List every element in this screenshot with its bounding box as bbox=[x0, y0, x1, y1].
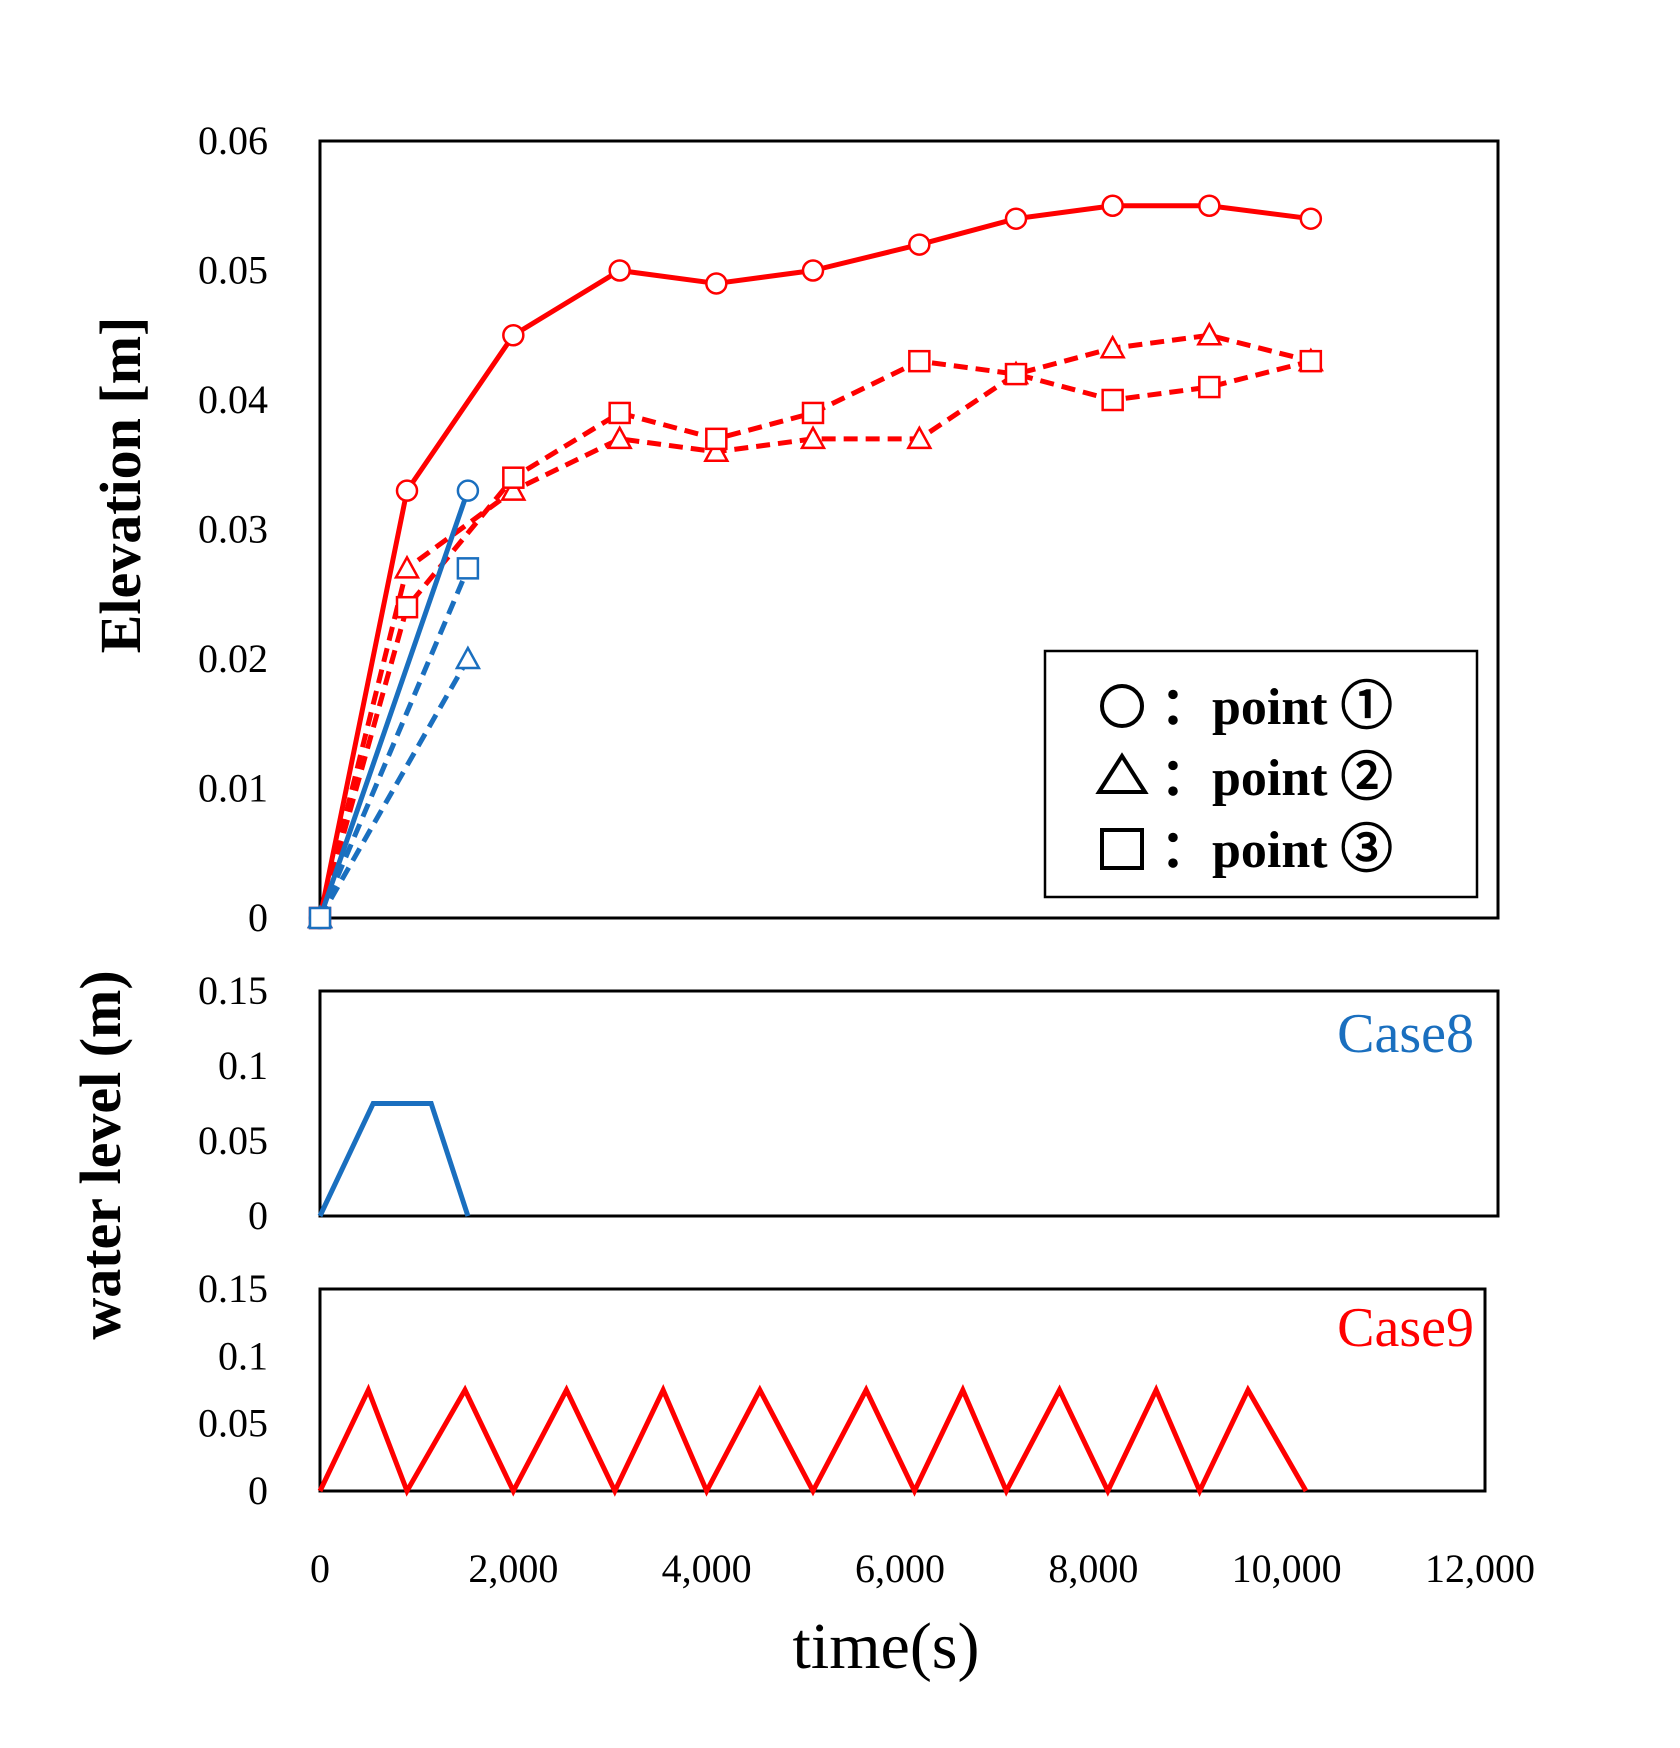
y-tick-label: 0.01 bbox=[198, 766, 268, 811]
data-point-case9-point-3 bbox=[1198, 375, 1221, 399]
data-point-case9-point-3 bbox=[908, 349, 931, 373]
data-point-case9-point-3 bbox=[395, 595, 419, 619]
data-point-case9-point-2 bbox=[393, 554, 421, 579]
data-point-case9-point-2 bbox=[799, 425, 827, 450]
data-point-case9-point-1 bbox=[1101, 194, 1124, 217]
y-tick-label: 0 bbox=[248, 1193, 268, 1238]
series-line-case8-point-1 bbox=[317, 489, 471, 919]
legend-label-point-2: ：point ② bbox=[1160, 749, 1393, 807]
data-point-case9-point-1 bbox=[908, 233, 931, 256]
data-point-case9-point-1 bbox=[395, 479, 419, 502]
data-point-case9-point-3 bbox=[1101, 388, 1124, 412]
legend: ：point ① ：point ② ：point ③ bbox=[1043, 649, 1479, 899]
legend-label-point-1: ：point ① bbox=[1160, 678, 1393, 736]
data-point-case9-point-3 bbox=[705, 427, 728, 451]
y-tick-label: 0 bbox=[248, 895, 268, 940]
data-point-case9-point-1 bbox=[502, 324, 525, 347]
data-point-case9-point-3 bbox=[801, 401, 825, 425]
x-tick-label: 2,000 bbox=[468, 1546, 558, 1591]
data-point-case9-point-3 bbox=[502, 466, 525, 489]
data-point-case9-point-1 bbox=[801, 259, 825, 282]
legend-label-point-3: ：point ③ bbox=[1160, 821, 1393, 879]
data-point-case9-point-3 bbox=[608, 401, 631, 425]
data-point-case9-point-1 bbox=[1004, 207, 1028, 230]
data-point-case9-point-2 bbox=[703, 438, 730, 463]
data-point-case9-point-1 bbox=[1299, 207, 1323, 230]
y-tick-label: 0.1 bbox=[218, 1043, 268, 1088]
elevation-plot-frame bbox=[318, 139, 1500, 920]
water-level-axis-title: water level (m) bbox=[68, 970, 133, 1339]
case8-label: Case8 bbox=[1337, 1003, 1474, 1065]
y-tick-label: 0.04 bbox=[198, 377, 268, 422]
water-level-line-case9 bbox=[317, 1383, 1309, 1498]
data-point-case8-point-1 bbox=[456, 479, 480, 502]
x-tick-label: 4,000 bbox=[662, 1546, 752, 1591]
legend-triangle-marker bbox=[1095, 752, 1149, 794]
y-tick-label: 0.05 bbox=[198, 248, 268, 293]
case8-plot-frame bbox=[318, 989, 1500, 1218]
y-tick-label: 0 bbox=[248, 1468, 268, 1513]
y-tick-label: 0.15 bbox=[198, 1266, 268, 1311]
elevation-axis-title: Elevation [m] bbox=[88, 317, 153, 654]
chart-marks: 0 0.01 0.02 0.03 0.04 0.05 0.06 0 0.05 0.1 0.15 0 0.… bbox=[198, 118, 1535, 1591]
x-tick-label: 12,000 bbox=[1425, 1546, 1535, 1591]
legend-circle-marker bbox=[1100, 684, 1144, 728]
data-point-case9-point-3 bbox=[1004, 362, 1028, 386]
y-tick-label: 0.02 bbox=[198, 636, 268, 681]
y-tick-label: 0.1 bbox=[218, 1333, 268, 1378]
case9-plot-frame bbox=[318, 1287, 1487, 1493]
data-point-case9-point-2 bbox=[500, 477, 527, 501]
legend-box bbox=[1043, 649, 1479, 899]
data-point-case9-point-3 bbox=[1299, 349, 1323, 373]
case9-label: Case9 bbox=[1337, 1297, 1474, 1359]
y-tick-label: 0.05 bbox=[198, 1118, 268, 1163]
x-tick-label: 6,000 bbox=[855, 1546, 945, 1591]
time-axis-title: time(s) bbox=[793, 1610, 980, 1683]
data-point-case9-point-2 bbox=[606, 425, 633, 450]
series-line-case8-point-3 bbox=[317, 567, 471, 919]
x-tick-label: 0 bbox=[310, 1546, 330, 1591]
data-point-case8-point-3 bbox=[456, 557, 480, 580]
data-point-case8-point-2 bbox=[454, 645, 482, 670]
data-point-case9-point-1 bbox=[1198, 194, 1221, 217]
data-point-case9-point-2 bbox=[1196, 321, 1223, 346]
x-tick-label: 10,000 bbox=[1232, 1546, 1342, 1591]
data-point-case9-point-2 bbox=[906, 425, 933, 450]
legend-square-marker bbox=[1100, 828, 1144, 870]
data-point-case9-point-1 bbox=[705, 272, 728, 295]
y-tick-label: 0.03 bbox=[198, 507, 268, 552]
y-tick-label: 0.06 bbox=[198, 118, 268, 163]
series-line-case8-point-2 bbox=[317, 657, 471, 920]
y-tick-label: 0.15 bbox=[198, 968, 268, 1013]
data-point-case8-point-3 bbox=[308, 906, 332, 930]
water-level-line-case8 bbox=[317, 1101, 471, 1218]
data-point-case9-point-2 bbox=[1099, 334, 1126, 359]
data-point-case9-point-1 bbox=[608, 259, 631, 282]
x-tick-label: 8,000 bbox=[1048, 1546, 1138, 1591]
y-tick-label: 0.05 bbox=[198, 1401, 268, 1446]
